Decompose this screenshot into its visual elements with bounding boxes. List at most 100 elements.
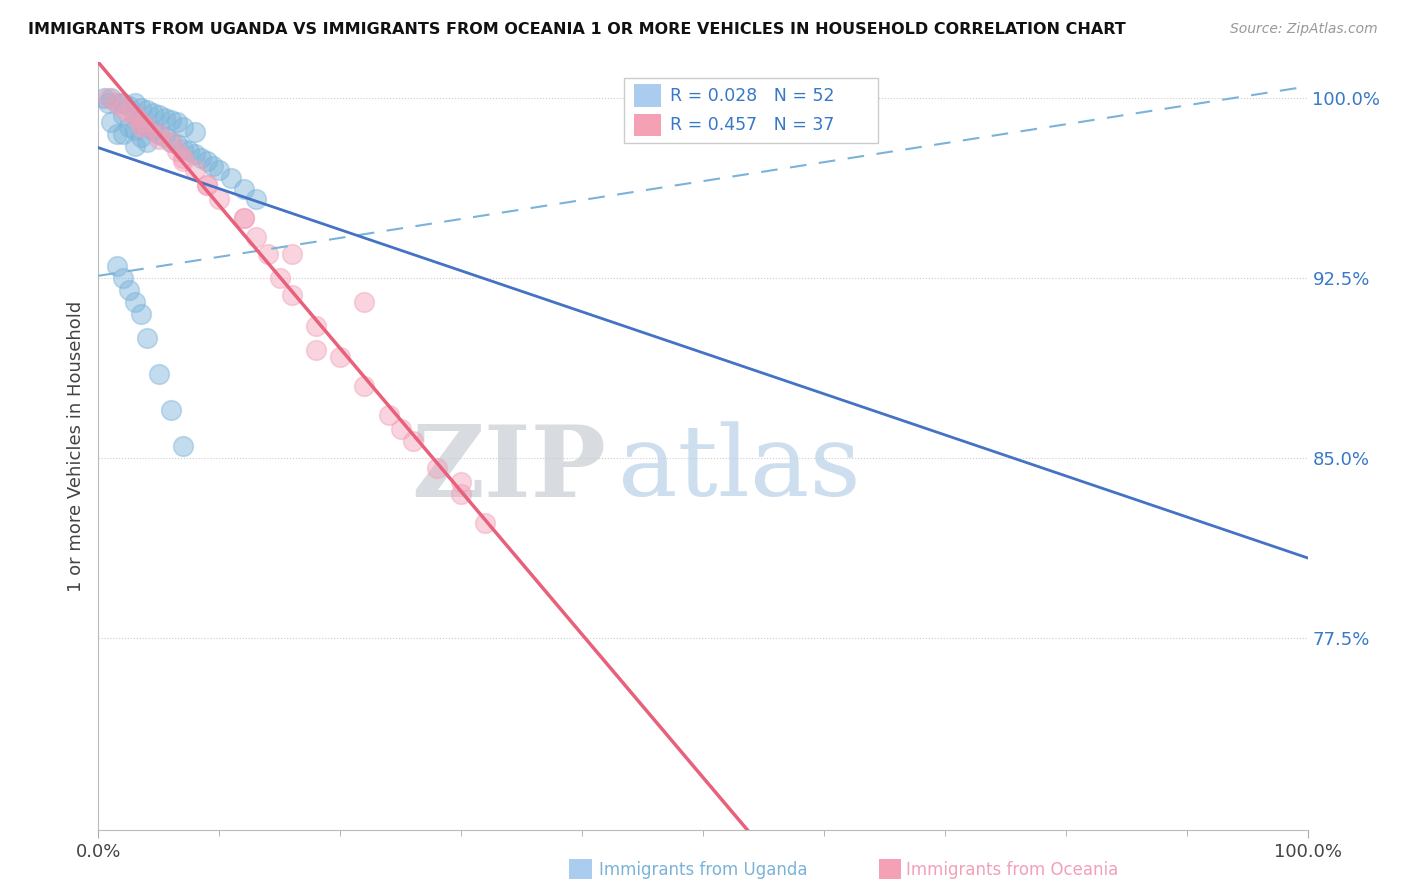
Point: [105, 259, 128, 273]
Point: [245, 192, 267, 206]
Point: [184, 125, 207, 139]
Point: [281, 247, 304, 261]
Point: [377, 408, 399, 422]
Point: [124, 108, 146, 122]
Point: [172, 120, 194, 135]
Point: [166, 136, 188, 151]
Point: [450, 475, 472, 489]
Point: [142, 105, 165, 120]
FancyBboxPatch shape: [624, 78, 879, 143]
Point: [129, 307, 152, 321]
FancyBboxPatch shape: [634, 113, 661, 136]
FancyBboxPatch shape: [634, 85, 661, 107]
Text: R = 0.028   N = 52: R = 0.028 N = 52: [671, 87, 835, 105]
Point: [160, 112, 183, 127]
Point: [111, 271, 134, 285]
Point: [281, 288, 304, 302]
Text: Immigrants from Oceania: Immigrants from Oceania: [907, 861, 1118, 879]
Point: [100, 91, 122, 105]
Point: [111, 128, 134, 142]
Point: [179, 144, 201, 158]
Point: [166, 144, 188, 158]
Point: [135, 120, 157, 135]
Point: [124, 108, 146, 122]
Point: [111, 101, 134, 115]
Point: [105, 128, 128, 142]
Point: [97, 96, 120, 111]
Point: [135, 103, 157, 118]
Point: [105, 96, 128, 111]
Point: [389, 422, 412, 436]
Point: [93, 91, 115, 105]
Point: [172, 151, 194, 165]
Point: [232, 211, 254, 226]
Point: [166, 115, 188, 129]
Point: [195, 178, 218, 192]
Text: atlas: atlas: [619, 421, 860, 516]
Point: [100, 115, 122, 129]
Point: [142, 122, 165, 136]
Point: [202, 159, 225, 173]
Point: [245, 230, 267, 244]
Point: [111, 108, 134, 122]
Point: [118, 98, 141, 112]
Point: [105, 96, 128, 111]
Point: [305, 343, 328, 357]
Point: [148, 108, 170, 122]
Point: [135, 331, 157, 345]
Point: [124, 139, 146, 153]
Point: [329, 351, 352, 365]
Point: [208, 192, 231, 206]
Point: [221, 170, 243, 185]
Point: [148, 132, 170, 146]
Point: [195, 153, 218, 168]
Point: [129, 115, 152, 129]
Point: [172, 142, 194, 156]
Y-axis label: 1 or more Vehicles in Household: 1 or more Vehicles in Household: [66, 301, 84, 591]
Point: [118, 120, 141, 135]
Point: [160, 135, 183, 149]
Point: [426, 460, 449, 475]
Point: [135, 120, 157, 135]
Point: [135, 135, 157, 149]
Point: [118, 105, 141, 120]
Point: [269, 271, 291, 285]
Point: [124, 96, 146, 111]
Point: [153, 111, 176, 125]
Point: [172, 153, 194, 168]
Point: [208, 163, 231, 178]
Point: [184, 146, 207, 161]
Text: Source: ZipAtlas.com: Source: ZipAtlas.com: [1230, 22, 1378, 37]
Point: [124, 122, 146, 136]
Point: [129, 101, 152, 115]
Point: [353, 379, 375, 393]
Text: Immigrants from Uganda: Immigrants from Uganda: [599, 861, 807, 879]
Point: [148, 367, 170, 381]
Text: IMMIGRANTS FROM UGANDA VS IMMIGRANTS FROM OCEANIA 1 OR MORE VEHICLES IN HOUSEHOL: IMMIGRANTS FROM UGANDA VS IMMIGRANTS FRO…: [28, 22, 1126, 37]
Point: [402, 434, 425, 449]
Point: [129, 115, 152, 129]
Text: ZIP: ZIP: [412, 420, 606, 517]
Point: [184, 163, 207, 178]
Point: [160, 135, 183, 149]
Text: R = 0.457   N = 37: R = 0.457 N = 37: [671, 116, 835, 134]
Point: [111, 96, 134, 111]
Point: [232, 182, 254, 196]
Point: [124, 295, 146, 310]
Point: [353, 295, 375, 310]
Point: [129, 120, 152, 135]
Point: [129, 129, 152, 144]
Point: [195, 178, 218, 192]
Point: [148, 128, 170, 142]
Point: [256, 247, 278, 261]
Point: [160, 403, 183, 417]
Point: [118, 283, 141, 297]
Point: [305, 319, 328, 334]
Point: [172, 439, 194, 453]
Point: [97, 91, 120, 105]
Point: [474, 516, 496, 530]
Point: [232, 211, 254, 226]
Point: [148, 128, 170, 142]
Point: [450, 487, 472, 501]
Point: [153, 129, 176, 144]
